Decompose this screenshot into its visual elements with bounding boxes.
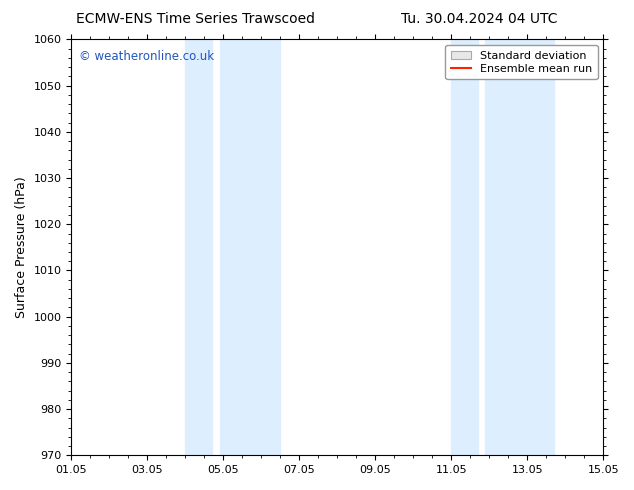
Bar [451, 40, 478, 455]
Legend: Standard deviation, Ensemble mean run: Standard deviation, Ensemble mean run [445, 45, 598, 79]
Y-axis label: Surface Pressure (hPa): Surface Pressure (hPa) [15, 176, 28, 318]
Bar [486, 40, 554, 455]
Text: © weatheronline.co.uk: © weatheronline.co.uk [79, 50, 214, 63]
Text: ECMW-ENS Time Series Trawscoed: ECMW-ENS Time Series Trawscoed [76, 12, 315, 26]
Text: Tu. 30.04.2024 04 UTC: Tu. 30.04.2024 04 UTC [401, 12, 558, 26]
Bar [185, 40, 212, 455]
Bar [219, 40, 280, 455]
